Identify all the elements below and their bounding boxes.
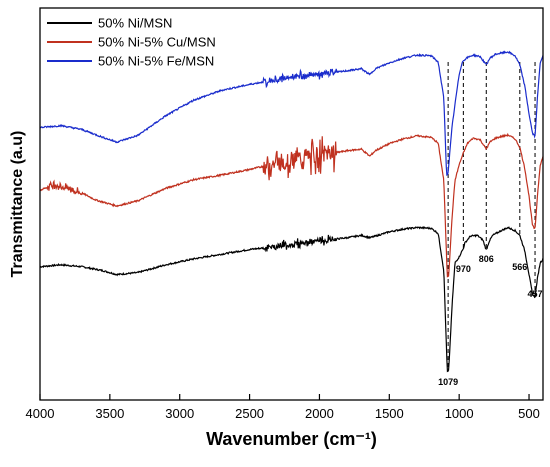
peak-label: 1079: [438, 377, 458, 387]
x-axis-title: Wavenumber (cm⁻¹): [206, 429, 377, 449]
x-tick-label: 2000: [305, 406, 334, 421]
peak-label: 806: [479, 254, 494, 264]
series-line: [39, 50, 544, 176]
x-tick-label: 1000: [445, 406, 474, 421]
x-axis-ticks: 4000 3500 3000 2500 2000 1500 1000 500: [26, 394, 540, 421]
x-tick-label: 3500: [95, 406, 124, 421]
y-axis-title: Transmittance (a.u): [9, 131, 26, 278]
legend: 50% Ni/MSN 50% Ni-5% Cu/MSN 50% Ni-5% Fe/M…: [47, 16, 216, 69]
series-line: [39, 225, 544, 373]
x-tick-label: 4000: [26, 406, 55, 421]
legend-label: 50% Ni-5% Cu/MSN: [98, 35, 216, 50]
x-tick-label: 1500: [375, 406, 404, 421]
peak-marker-lines: [447, 62, 536, 372]
legend-label: 50% Ni-5% Fe/MSN: [98, 54, 214, 69]
x-tick-label: 3000: [165, 406, 194, 421]
legend-label: 50% Ni/MSN: [98, 16, 172, 31]
peak-labels: 1079 970 806 566 457: [438, 254, 542, 387]
series-line: [39, 132, 544, 278]
peak-label: 970: [456, 264, 471, 274]
plot-frame: [39, 7, 544, 401]
peak-label: 457: [528, 289, 543, 299]
x-tick-label: 2500: [235, 406, 264, 421]
peak-label: 566: [512, 262, 527, 272]
x-tick-label: 500: [518, 406, 540, 421]
series-layer: [39, 50, 544, 373]
